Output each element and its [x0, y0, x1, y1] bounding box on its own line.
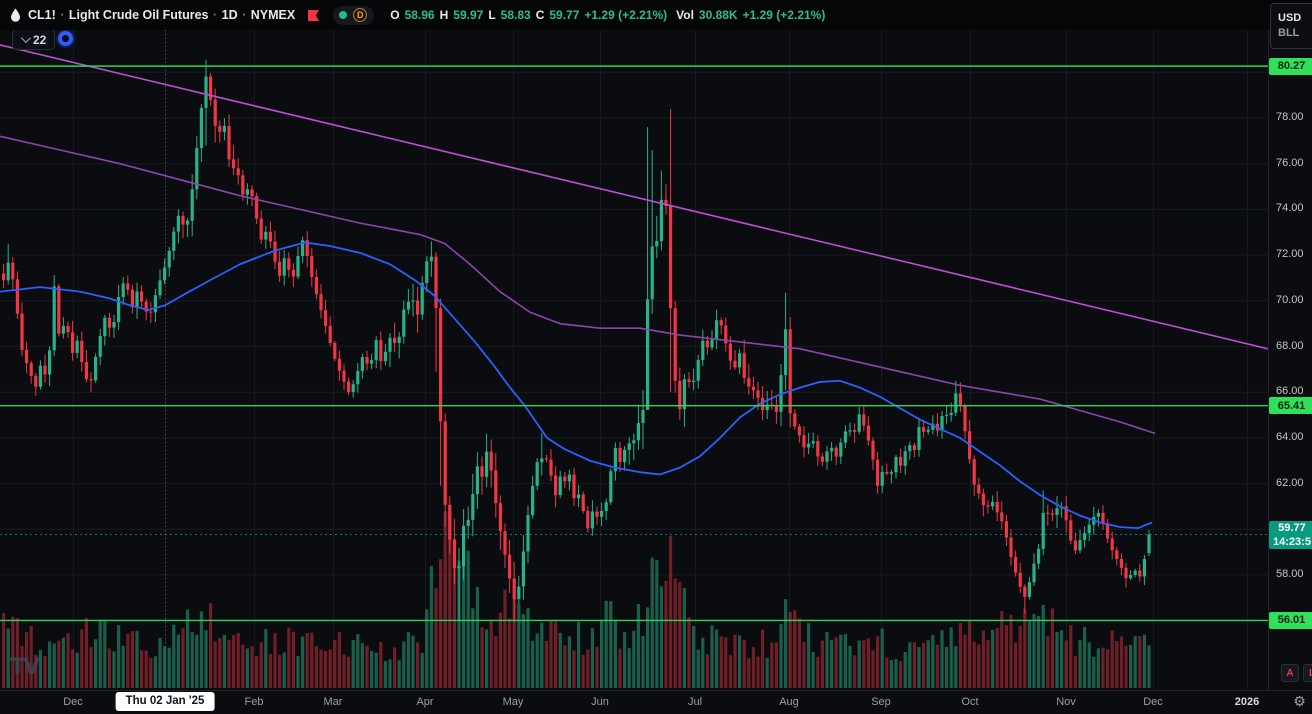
market-open-dot-icon [339, 11, 348, 19]
last-price-badge: 59.77 14:23:5 [1269, 520, 1312, 549]
price-tick-label: 64.00 [1276, 430, 1304, 443]
high-value: 59.97 [453, 8, 484, 22]
candlestick-series [2, 59, 1151, 622]
replay-ring-icon[interactable] [58, 31, 73, 46]
symbol-title[interactable]: CL1! · Light Crude Oil Futures · 1D · NY… [28, 8, 295, 22]
axis-settings-gear-icon[interactable]: ⚙ [1293, 694, 1306, 710]
month-label: Nov [1056, 696, 1076, 708]
bar-countdown: 14:23:5 [1273, 535, 1311, 548]
separator: · [213, 8, 218, 22]
price-tick-label: 68.00 [1276, 339, 1304, 352]
month-label: Oct [961, 696, 979, 708]
month-label: Aug [779, 696, 799, 708]
tradingview-watermark: TV [10, 655, 40, 680]
price-tick-label: 70.00 [1276, 293, 1304, 306]
volume-label: Vol [676, 8, 694, 22]
price-level-badge: 80.27 [1269, 57, 1312, 75]
price-tick-label: 74.00 [1276, 202, 1304, 215]
low-value: 58.83 [500, 8, 531, 22]
close-value: 59.77 [549, 8, 580, 22]
exchange: NYMEX [250, 8, 296, 22]
open-value: 58.96 [404, 8, 435, 22]
price-tick-label: 78.00 [1276, 111, 1304, 123]
chevron-down-icon [20, 33, 31, 44]
interval: 1D [221, 8, 238, 22]
month-label: Dec [63, 696, 83, 708]
time-axis[interactable]: ⚙ Dec Feb Mar Apr May Jun Jul Aug Sep Oct Nov Dec 20… [0, 690, 1312, 714]
flag-icon[interactable] [308, 9, 320, 21]
volume-value: 30.88K [698, 8, 738, 22]
price-tick-label: 66.00 [1276, 385, 1304, 398]
open-label: O [390, 8, 400, 22]
log-scale-button[interactable]: L [1303, 664, 1312, 682]
separator: · [60, 8, 65, 22]
volume-change: +1.29 (+2.21%) [742, 8, 826, 22]
crosshair-date-tooltip: Thu 02 Jan '25 [115, 692, 215, 711]
month-label: Apr [416, 696, 434, 708]
daily-interval-icon: D [353, 8, 368, 22]
month-label: Jul [687, 696, 703, 708]
bar-count-dropdown[interactable]: 22 [12, 29, 56, 50]
price-axis[interactable]: 80.0078.0076.0074.0072.0070.0068.0066.00… [1268, 30, 1312, 690]
currency-unit-selector[interactable]: USD BLL [1270, 3, 1312, 49]
symbol: CL1! [28, 8, 56, 22]
volume-series [2, 511, 1151, 688]
slow-moving-average-line[interactable] [0, 135, 1156, 435]
price-tick-label: 72.00 [1276, 248, 1304, 261]
price-level-badge: 65.41 [1269, 397, 1312, 415]
month-label: Dec [1143, 696, 1163, 708]
month-label: May [502, 696, 524, 708]
month-label: Mar [323, 696, 343, 708]
price-tick-label: 62.00 [1276, 476, 1304, 489]
price-tick-label: 76.00 [1276, 156, 1304, 169]
price-tick-label: 58.00 [1276, 568, 1304, 580]
auto-scale-button[interactable]: A [1281, 664, 1299, 682]
year-label: 2026 [1234, 696, 1260, 708]
separator: · [242, 8, 247, 22]
market-status-pill[interactable]: D [333, 5, 375, 25]
change-value: +1.29 (+2.21%) [584, 8, 668, 22]
currency-label: USD [1278, 12, 1302, 24]
last-price-value: 59.77 [1278, 521, 1306, 534]
month-label: Feb [244, 696, 264, 708]
fast-moving-average-line[interactable] [0, 241, 1153, 530]
price-level-badge: 56.01 [1269, 611, 1312, 629]
symbol-description: Light Crude Oil Futures [68, 8, 209, 22]
ohlc-readout: O 58.96 H 59.97 L 58.83 C 59.77 +1.29 (+2.21… [390, 8, 825, 22]
chart-canvas[interactable] [0, 0, 1268, 690]
grid [0, 30, 1268, 690]
high-label: H [439, 8, 449, 22]
close-label: C [535, 8, 545, 22]
symbol-legend-bar: CL1! · Light Crude Oil Futures · 1D · NY… [0, 0, 1312, 30]
oil-droplet-icon [11, 8, 20, 22]
bar-count-value: 22 [33, 32, 47, 47]
unit-label: BLL [1278, 27, 1300, 39]
month-label: Sep [871, 696, 891, 708]
trendline-drawing[interactable] [0, 44, 1268, 350]
low-label: L [488, 8, 496, 22]
month-label: Jun [591, 696, 609, 708]
